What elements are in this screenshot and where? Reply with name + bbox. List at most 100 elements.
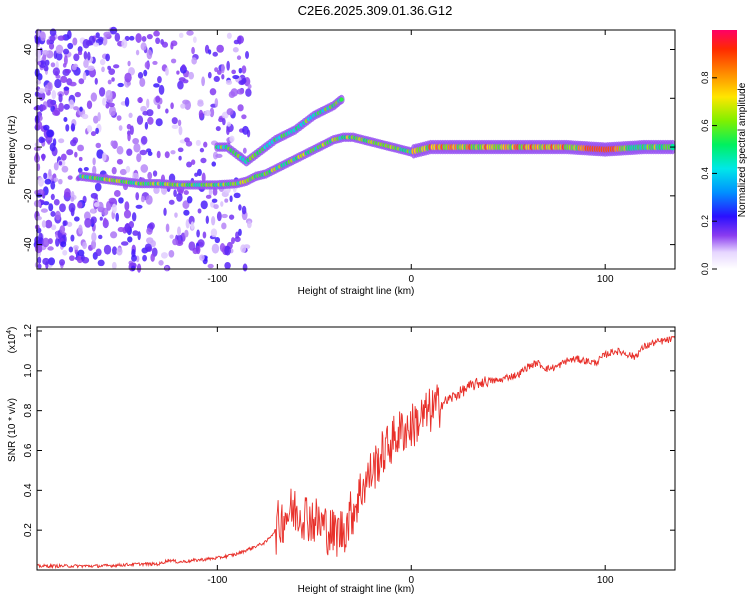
colorbar-ticks: 0.0 0.2 0.4 0.6 0.8 [700, 72, 717, 275]
noise-blob [41, 220, 47, 228]
noise-blob [46, 129, 54, 138]
noise-blob [247, 84, 252, 89]
noise-blob [152, 60, 158, 65]
noise-blob [58, 259, 66, 266]
y-tick-label: 1.0 [23, 363, 34, 377]
noise-blob [219, 243, 226, 252]
noise-blob [238, 80, 246, 86]
noise-blob [40, 208, 48, 213]
noise-blob [98, 36, 104, 43]
noise-blob [39, 104, 47, 111]
noise-blob [86, 125, 93, 133]
noise-blob [226, 32, 232, 39]
noise-blob [133, 143, 141, 153]
noise-blob [188, 241, 196, 251]
noise-blob [40, 137, 46, 143]
noise-blob [68, 99, 75, 110]
noise-blob [59, 225, 66, 234]
noise-blob [142, 254, 147, 262]
noise-blob [136, 263, 142, 273]
noise-blob [207, 71, 212, 79]
noise-blob [92, 115, 99, 124]
noise-blob [137, 72, 144, 79]
spectrogram-heatmap [33, 26, 676, 273]
noise-blob [213, 204, 219, 210]
noise-blob [74, 91, 81, 98]
noise-blob [242, 147, 247, 154]
noise-blob [58, 102, 64, 112]
snr-multiplier: (x104) [6, 327, 18, 354]
noise-blob [103, 217, 108, 226]
noise-blob [84, 218, 92, 228]
noise-blob [111, 203, 117, 214]
snr-series-line [36, 335, 676, 570]
noise-blob [153, 83, 160, 88]
noise-blob [225, 79, 233, 85]
noise-blob [90, 92, 98, 102]
noise-blob [48, 169, 52, 177]
x-tick-label: 0 [408, 274, 414, 285]
noise-blob [140, 105, 147, 112]
noise-blob [240, 244, 247, 253]
x-tick-label: -100 [207, 274, 227, 285]
noise-blob [47, 246, 54, 251]
noise-blob [245, 88, 252, 97]
noise-blob [42, 257, 50, 266]
noise-blob [43, 172, 48, 180]
colorbar-tick-label: 0.8 [700, 72, 710, 85]
noise-blob [170, 102, 174, 110]
noise-blob [169, 234, 174, 239]
noise-blob [168, 249, 175, 258]
noise-blob [196, 229, 200, 238]
noise-blob [105, 89, 113, 100]
noise-blob [71, 64, 77, 71]
noise-blob [110, 140, 115, 147]
noise-blob [211, 216, 216, 226]
noise-blob [212, 188, 218, 196]
noise-blob [121, 38, 128, 49]
noise-blob [117, 82, 124, 88]
noise-blob [38, 88, 45, 94]
noise-blob [186, 196, 193, 204]
noise-blob [221, 111, 229, 119]
noise-blob [136, 115, 144, 125]
noise-blob [94, 77, 98, 85]
noise-blob [51, 90, 57, 100]
noise-blob [101, 66, 105, 73]
noise-blob [168, 199, 175, 205]
noise-blob [177, 80, 184, 90]
noise-blob [41, 153, 45, 162]
noise-blob [116, 158, 123, 165]
noise-blob [237, 104, 244, 112]
noise-blob [126, 148, 133, 156]
noise-blob [143, 69, 148, 77]
noise-blob [70, 234, 75, 242]
noise-blob [211, 243, 220, 254]
noise-blob [107, 79, 112, 85]
noise-blob [145, 194, 153, 205]
noise-blob [37, 263, 42, 269]
noise-blob [148, 222, 155, 230]
noise-blob [118, 197, 124, 204]
noise-blob [124, 72, 132, 83]
noise-blob [63, 103, 70, 110]
noise-blob [53, 177, 59, 182]
snr-plot-area [36, 335, 676, 570]
noise-blob [205, 215, 209, 224]
noise-blob [135, 204, 143, 209]
noise-blob [91, 239, 97, 250]
noise-blob [203, 141, 208, 148]
noise-blob [170, 58, 177, 64]
noise-blob [77, 144, 85, 152]
noise-blob [200, 157, 207, 164]
noise-blob [109, 26, 118, 35]
noise-blob [216, 69, 222, 75]
noise-blob [69, 81, 77, 87]
noise-blob [221, 73, 225, 80]
noise-blob [70, 123, 76, 132]
noise-blob [124, 97, 130, 107]
noise-blob [58, 93, 63, 103]
noise-blob [43, 124, 50, 131]
noise-blob [157, 104, 161, 110]
noise-blob [69, 255, 75, 262]
